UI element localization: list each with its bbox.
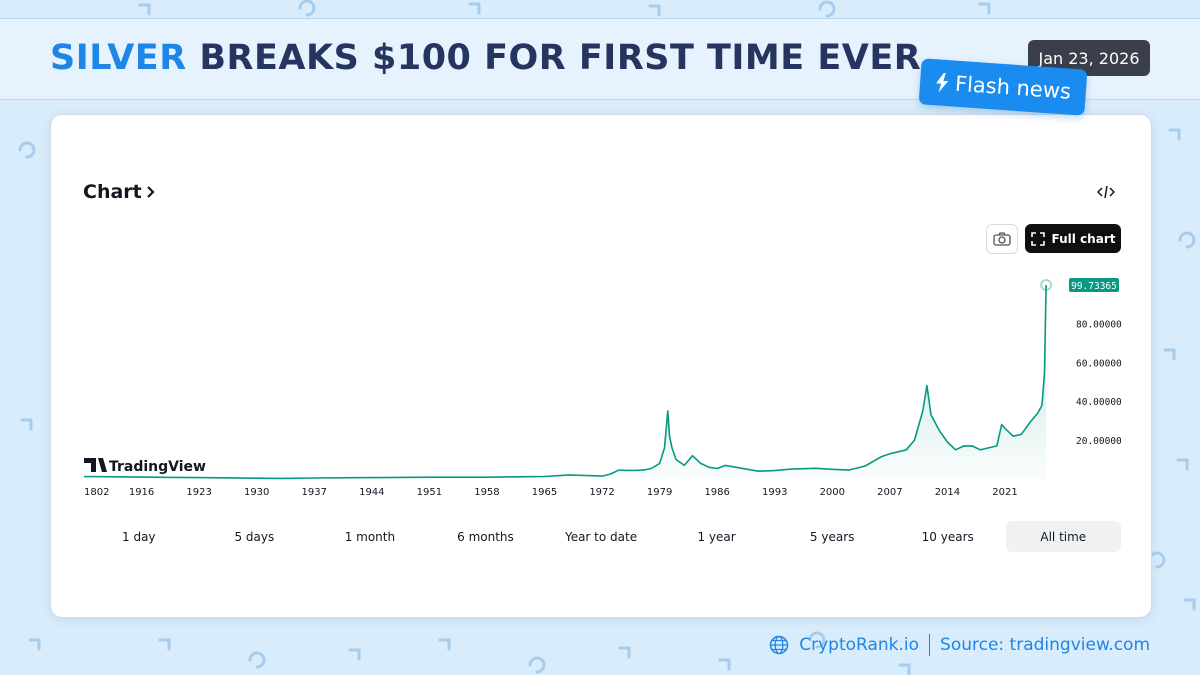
- range-year-to-date[interactable]: Year to date: [564, 529, 638, 544]
- background-mark: [248, 651, 266, 669]
- last-price-label: 99.73365: [1071, 281, 1117, 292]
- background-mark: [528, 656, 546, 674]
- background-mark: [468, 2, 481, 15]
- x-tick-label: 1944: [359, 487, 384, 498]
- range-1-year[interactable]: 1 year: [697, 529, 736, 544]
- y-tick-label: 60.00000: [1076, 358, 1122, 369]
- footer-divider: [929, 634, 931, 656]
- globe-icon: [770, 635, 789, 655]
- camera-icon: [993, 232, 1011, 246]
- x-tick-label: 1951: [417, 487, 442, 498]
- x-tick-label: 2021: [992, 487, 1017, 498]
- x-tick-label: 1923: [186, 487, 211, 498]
- background-mark: [648, 4, 661, 17]
- x-tick-label: 1993: [762, 487, 787, 498]
- flash-news-label: Flash news: [954, 71, 1072, 104]
- fullscreen-icon: [1030, 231, 1045, 246]
- range-6-months[interactable]: 6 months: [457, 529, 514, 544]
- footer: CryptoRank.io Source: tradingview.com: [769, 634, 1150, 656]
- headline-accent: SILVER: [50, 38, 187, 78]
- y-tick-label: 80.00000: [1076, 319, 1122, 330]
- background-mark: [20, 418, 33, 431]
- headline-rest: BREAKS $100 FOR FIRST TIME EVER: [186, 38, 922, 78]
- x-tick-label: 2007: [877, 487, 902, 498]
- tradingview-watermark-text: TradingView: [109, 459, 206, 475]
- y-tick-label: 20.00000: [1076, 436, 1122, 447]
- tradingview-watermark: TradingView: [84, 458, 206, 475]
- background-mark: [158, 638, 171, 651]
- background-mark: [978, 2, 991, 15]
- time-range-selector: 1 day 5 days 1 month 6 months Year to date 1 …: [81, 521, 1122, 552]
- chart-title-label: Chart: [83, 181, 142, 203]
- background-mark: [1148, 551, 1166, 569]
- background-mark: [298, 0, 316, 17]
- range-5-years[interactable]: 5 years: [809, 529, 855, 544]
- last-point-marker: [1040, 278, 1053, 291]
- x-tick-label: 1972: [589, 487, 614, 498]
- code-icon: [1097, 185, 1115, 199]
- x-tick-label: 2014: [935, 487, 960, 498]
- background-mark: [1168, 128, 1181, 141]
- range-5-days[interactable]: 5 days: [234, 529, 275, 544]
- range-all-time[interactable]: All time: [1005, 521, 1122, 552]
- flash-news-badge: Flash news: [918, 58, 1088, 116]
- embed-code-button[interactable]: [1095, 181, 1117, 203]
- last-price-badge: [1069, 277, 1119, 292]
- x-tick-label: 1979: [647, 487, 672, 498]
- x-tick-label: 1958: [474, 487, 499, 498]
- x-tick-label: 1916: [129, 487, 154, 498]
- background-mark: [808, 631, 826, 649]
- background-mark: [1163, 348, 1176, 361]
- range-1-day[interactable]: 1 day: [122, 529, 156, 544]
- y-tick-label: 40.00000: [1076, 397, 1122, 408]
- background-mark: [618, 646, 631, 659]
- series-area: [84, 285, 1047, 479]
- x-tick-label: 1986: [704, 487, 729, 498]
- background-mark: [28, 638, 41, 651]
- full-chart-label: Full chart: [1051, 231, 1116, 246]
- full-chart-button[interactable]: Full chart: [1025, 224, 1121, 253]
- chart-card: Chart Full chart TradingView 1802 1916 192…: [50, 114, 1152, 618]
- x-tick-label: 1937: [302, 487, 327, 498]
- background-mark: [818, 0, 836, 18]
- range-1-month[interactable]: 1 month: [344, 529, 396, 544]
- background-mark: [1178, 231, 1196, 249]
- footer-brand: CryptoRank.io: [799, 635, 920, 655]
- background-mark: [348, 648, 361, 661]
- screenshot-button[interactable]: [986, 224, 1018, 254]
- price-chart[interactable]: TradingView 1802 1916 1923 1930 1937 1944 1951…: [51, 115, 1151, 617]
- background-mark: [18, 141, 36, 159]
- background-mark: [138, 3, 151, 16]
- chart-title-link[interactable]: Chart: [83, 181, 156, 203]
- lightning-icon: [936, 72, 949, 93]
- x-tick-label: 2000: [820, 487, 845, 498]
- background-mark: [898, 663, 911, 675]
- background-mark: [1183, 598, 1196, 611]
- x-tick-label: 1930: [244, 487, 269, 498]
- chevron-right-icon: [146, 186, 155, 198]
- x-tick-label: 1802: [84, 487, 109, 498]
- background-mark: [438, 638, 451, 651]
- x-tick-label: 1965: [532, 487, 557, 498]
- footer-source: Source: tradingview.com: [940, 635, 1150, 655]
- series-line: [83, 284, 1047, 480]
- background-mark: [1176, 458, 1189, 471]
- range-10-years[interactable]: 10 years: [921, 529, 974, 544]
- tradingview-logo-icon: [84, 458, 107, 472]
- background-mark: [718, 658, 731, 671]
- headline: SILVER BREAKS $100 FOR FIRST TIME EVER: [50, 38, 921, 78]
